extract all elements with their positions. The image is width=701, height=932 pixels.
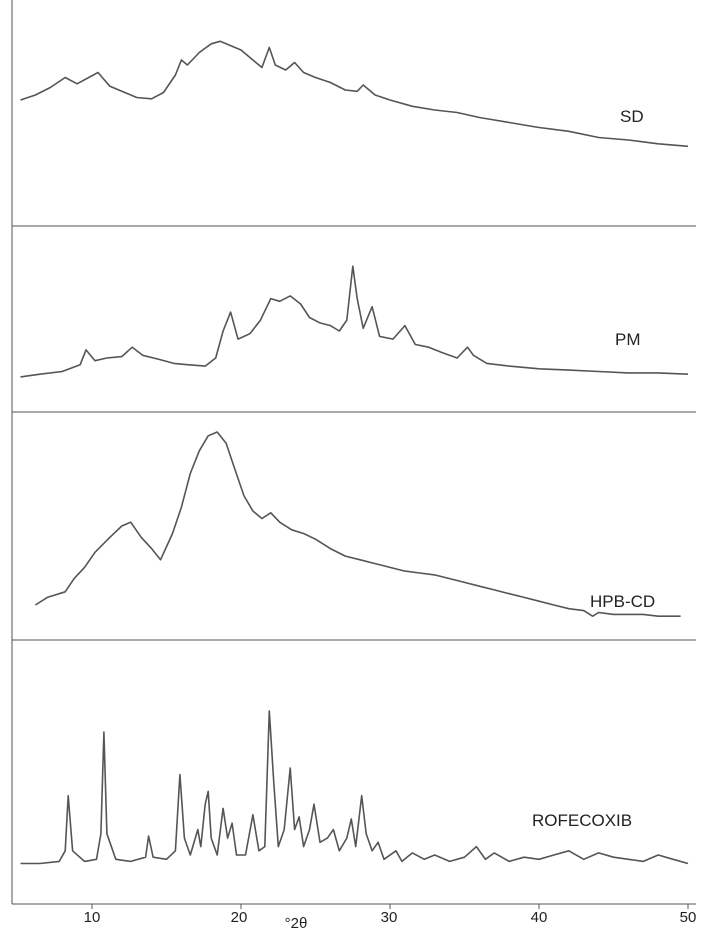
- x-tick-label: 10: [84, 909, 101, 926]
- panel-label-pm: PM: [615, 330, 641, 349]
- panel-label-sd: SD: [620, 107, 644, 126]
- x-tick-label: 50: [680, 909, 697, 926]
- trace-sd: [20, 40, 689, 148]
- x-tick-label: 30: [381, 909, 398, 926]
- trace-pm: [20, 265, 689, 378]
- trace-rofecoxib: [20, 710, 689, 865]
- panel-label-rofecoxib: ROFECOXIB: [532, 811, 632, 830]
- panel-label-hpb-cd: HPB-CD: [590, 592, 655, 611]
- x-tick-label: 20: [231, 909, 248, 926]
- x-axis-label: °2θ: [285, 915, 308, 932]
- x-tick-label: 40: [531, 909, 548, 926]
- trace-hpb-cd: [34, 431, 681, 618]
